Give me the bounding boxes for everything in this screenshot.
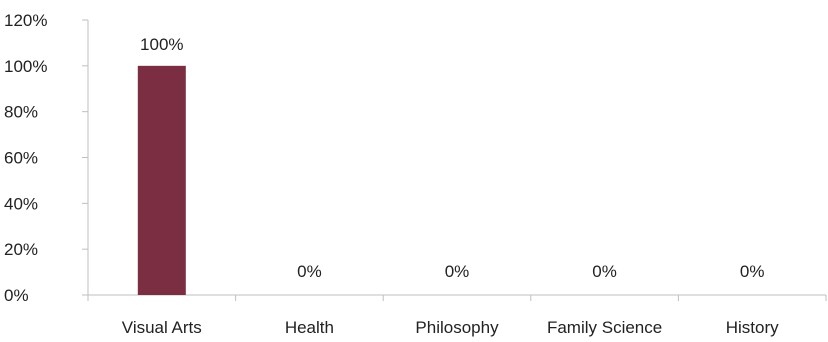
data-label: 0%: [297, 262, 322, 281]
data-label: 0%: [740, 262, 765, 281]
data-label: 100%: [140, 35, 183, 54]
y-tick-label: 0%: [4, 286, 29, 305]
bar-series: [137, 65, 186, 295]
x-category-label: History: [726, 318, 779, 337]
y-tick-label: 40%: [4, 194, 38, 213]
y-tick-label: 120%: [4, 11, 47, 30]
x-category-label: Health: [285, 318, 334, 337]
y-tick-label: 20%: [4, 240, 38, 259]
data-label: 0%: [592, 262, 617, 281]
y-tick-label: 80%: [4, 103, 38, 122]
y-tick-label: 60%: [4, 149, 38, 168]
y-axis: 0% 20% 40% 60% 80% 100% 120%: [4, 11, 89, 305]
bar-visual-arts: [137, 65, 186, 295]
data-labels: 100% 0% 0% 0% 0%: [140, 35, 764, 281]
data-label: 0%: [445, 262, 470, 281]
x-axis: Visual Arts Health Philosophy Family Scienc…: [87, 294, 827, 337]
x-category-label: Philosophy: [415, 318, 499, 337]
y-tick-label: 100%: [4, 57, 47, 76]
x-category-label: Family Science: [547, 318, 662, 337]
x-category-label: Visual Arts: [122, 318, 202, 337]
